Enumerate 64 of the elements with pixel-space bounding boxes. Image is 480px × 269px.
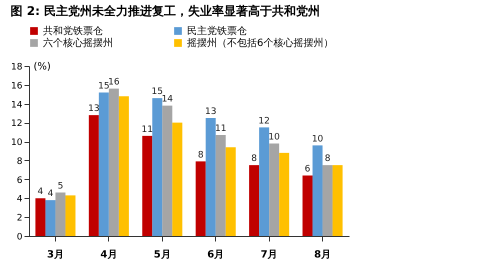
data-label: 15 <box>152 87 164 98</box>
y-tick-label: 0 <box>16 232 23 242</box>
bar <box>65 195 76 236</box>
y-tick-label: 4 <box>16 194 23 205</box>
x-tick-label: 8月 <box>314 250 332 260</box>
bar <box>108 88 119 236</box>
data-label: 13 <box>88 104 100 114</box>
data-label: 10 <box>268 132 280 142</box>
legend-label: 共和党铁票仓 <box>43 25 103 37</box>
data-label: 15 <box>98 81 110 92</box>
bar <box>269 143 280 236</box>
bar <box>142 136 152 236</box>
bar <box>162 106 172 236</box>
bar <box>279 152 290 236</box>
legend-label: 六个核心摇摆州 <box>43 37 113 49</box>
data-label: 14 <box>162 94 174 105</box>
x-tick-label: 4月 <box>100 250 118 260</box>
bar <box>152 98 162 236</box>
bar <box>249 165 260 236</box>
y-tick-label: 12 <box>11 119 22 130</box>
data-label: 4 <box>48 189 54 200</box>
y-tick-label: 14 <box>11 100 23 110</box>
legend-label: 摇摆州（不包括6个核心摇摆州） <box>187 37 334 49</box>
bar <box>98 92 109 236</box>
y-tick-label: 16 <box>11 81 23 92</box>
y-tick-label: 8 <box>16 156 23 167</box>
data-label: 11 <box>142 124 153 135</box>
bar <box>172 122 182 236</box>
x-tick-label: 3月 <box>46 250 64 260</box>
bar <box>88 115 99 236</box>
x-tick-label: 7月 <box>260 250 278 260</box>
bar <box>332 165 343 236</box>
data-label: 11 <box>214 124 226 134</box>
y-tick-label: 6 <box>16 176 23 186</box>
data-label: 4 <box>38 187 44 198</box>
bar <box>259 127 270 236</box>
bar <box>45 200 56 236</box>
y-axis-title: (%) <box>34 62 51 72</box>
data-label: 8 <box>324 154 331 164</box>
chart-title: 图 2: 民主党州未全力推进复工，失业率显著高于共和党州 <box>10 4 320 18</box>
bar <box>312 145 323 236</box>
y-tick-label: 10 <box>11 138 23 148</box>
bar <box>302 176 313 236</box>
data-label: 6 <box>304 164 311 175</box>
data-label: 13 <box>204 106 216 117</box>
bar <box>322 165 333 236</box>
bar <box>206 118 216 236</box>
bar <box>196 161 206 236</box>
x-tick-label: 6月 <box>207 250 224 260</box>
data-label: 12 <box>258 116 270 126</box>
x-tick-label: 5月 <box>154 250 171 260</box>
y-tick-label: 18 <box>11 62 23 72</box>
data-label: 5 <box>58 182 64 192</box>
legend-label: 民主党铁票仓 <box>187 25 247 37</box>
data-label: 8 <box>198 150 204 160</box>
data-label: 8 <box>251 154 258 164</box>
bar <box>216 134 226 236</box>
bar <box>35 198 46 236</box>
bar <box>226 147 236 236</box>
data-label: 10 <box>312 134 324 144</box>
bar <box>55 192 66 236</box>
y-tick-label: 2 <box>16 214 22 224</box>
data-label: 16 <box>108 78 120 88</box>
bar <box>118 96 129 236</box>
